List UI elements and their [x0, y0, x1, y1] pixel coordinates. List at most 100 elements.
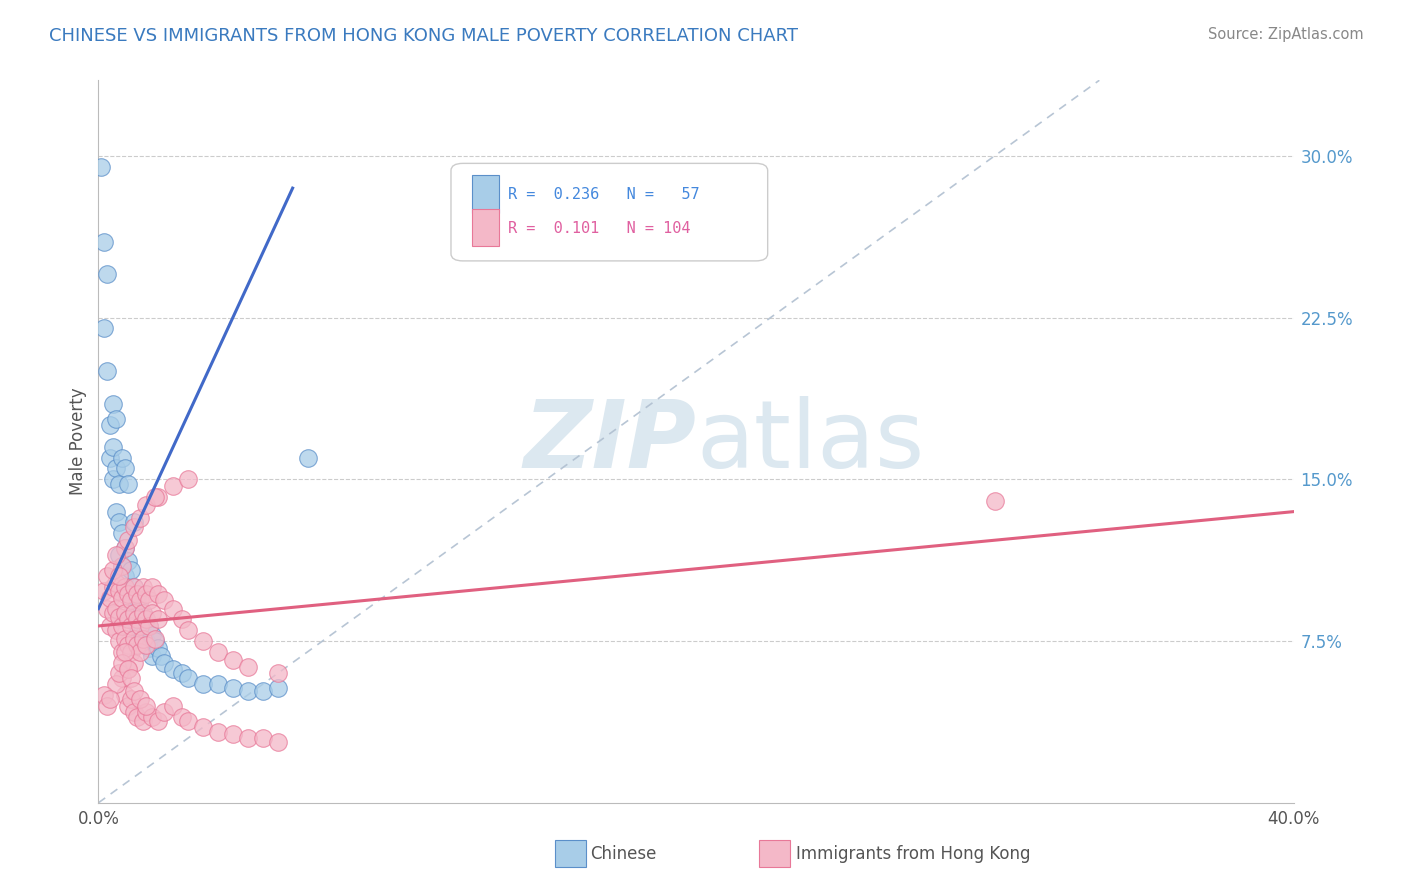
Point: [132, 606, 155, 620]
Point: [124, 516, 146, 530]
Point: [127, 619, 149, 633]
Point: [124, 520, 146, 534]
Point: [117, 554, 139, 568]
Point: [135, 638, 157, 652]
Point: [143, 634, 166, 648]
Point: [267, 681, 290, 696]
Point: [108, 666, 131, 681]
Point: [120, 593, 142, 607]
Point: [172, 612, 194, 626]
Point: [150, 649, 173, 664]
Point: [143, 632, 166, 646]
Point: [96, 364, 118, 378]
Point: [162, 601, 184, 615]
Point: [114, 632, 136, 646]
Point: [93, 235, 115, 249]
Point: [141, 709, 163, 723]
Point: [103, 606, 125, 620]
Point: [141, 649, 163, 664]
Point: [114, 461, 136, 475]
Point: [135, 612, 157, 626]
Point: [129, 627, 152, 641]
Point: [114, 541, 136, 556]
Point: [96, 601, 118, 615]
Point: [105, 677, 128, 691]
FancyBboxPatch shape: [451, 163, 768, 260]
Point: [114, 569, 136, 583]
Point: [132, 606, 155, 620]
Point: [108, 569, 131, 583]
Point: [984, 493, 1007, 508]
Text: R =  0.236   N =   57: R = 0.236 N = 57: [509, 187, 700, 202]
Point: [96, 698, 118, 713]
Point: [143, 490, 166, 504]
Point: [267, 735, 290, 749]
Point: [153, 705, 176, 719]
Point: [162, 662, 184, 676]
Point: [148, 714, 170, 728]
Point: [98, 450, 122, 465]
Point: [124, 580, 146, 594]
Point: [111, 558, 134, 573]
Point: [124, 705, 146, 719]
Point: [267, 666, 290, 681]
Point: [207, 724, 229, 739]
Point: [141, 580, 163, 594]
Point: [105, 461, 128, 475]
Point: [129, 692, 152, 706]
Point: [108, 634, 131, 648]
Point: [108, 548, 131, 562]
Text: atlas: atlas: [696, 395, 924, 488]
Point: [135, 634, 157, 648]
Point: [124, 632, 146, 646]
Point: [297, 450, 319, 465]
Point: [222, 681, 245, 696]
Point: [117, 612, 139, 626]
Point: [111, 526, 134, 541]
Point: [162, 479, 184, 493]
Point: [103, 563, 125, 577]
Point: [114, 645, 136, 659]
Point: [207, 677, 229, 691]
Point: [98, 591, 122, 605]
Point: [120, 563, 142, 577]
Point: [177, 624, 200, 638]
Point: [191, 634, 214, 648]
Point: [135, 498, 157, 512]
Point: [153, 656, 176, 670]
Point: [129, 645, 152, 659]
Point: [129, 619, 152, 633]
Point: [127, 638, 149, 652]
Point: [117, 662, 139, 676]
Text: Chinese: Chinese: [591, 845, 657, 863]
Point: [120, 619, 142, 633]
Point: [117, 698, 139, 713]
Point: [111, 656, 134, 670]
Point: [105, 575, 128, 590]
Text: CHINESE VS IMMIGRANTS FROM HONG KONG MALE POVERTY CORRELATION CHART: CHINESE VS IMMIGRANTS FROM HONG KONG MAL…: [49, 27, 799, 45]
Point: [93, 688, 115, 702]
Point: [127, 591, 149, 605]
Point: [135, 698, 157, 713]
Point: [105, 624, 128, 638]
Point: [108, 584, 131, 599]
Point: [103, 580, 125, 594]
Point: [117, 662, 139, 676]
Point: [114, 688, 136, 702]
Point: [236, 683, 259, 698]
Point: [120, 645, 142, 659]
Bar: [472, 209, 499, 246]
Point: [111, 619, 134, 633]
Point: [114, 606, 136, 620]
Point: [117, 533, 139, 547]
Point: [236, 731, 259, 745]
Point: [103, 397, 125, 411]
Point: [207, 645, 229, 659]
Point: [124, 606, 146, 620]
Point: [177, 714, 200, 728]
Bar: [472, 175, 499, 212]
Point: [138, 640, 160, 655]
Point: [148, 490, 170, 504]
Point: [90, 160, 112, 174]
Point: [177, 472, 200, 486]
